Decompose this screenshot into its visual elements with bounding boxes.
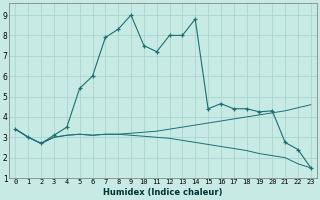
X-axis label: Humidex (Indice chaleur): Humidex (Indice chaleur) <box>103 188 223 197</box>
